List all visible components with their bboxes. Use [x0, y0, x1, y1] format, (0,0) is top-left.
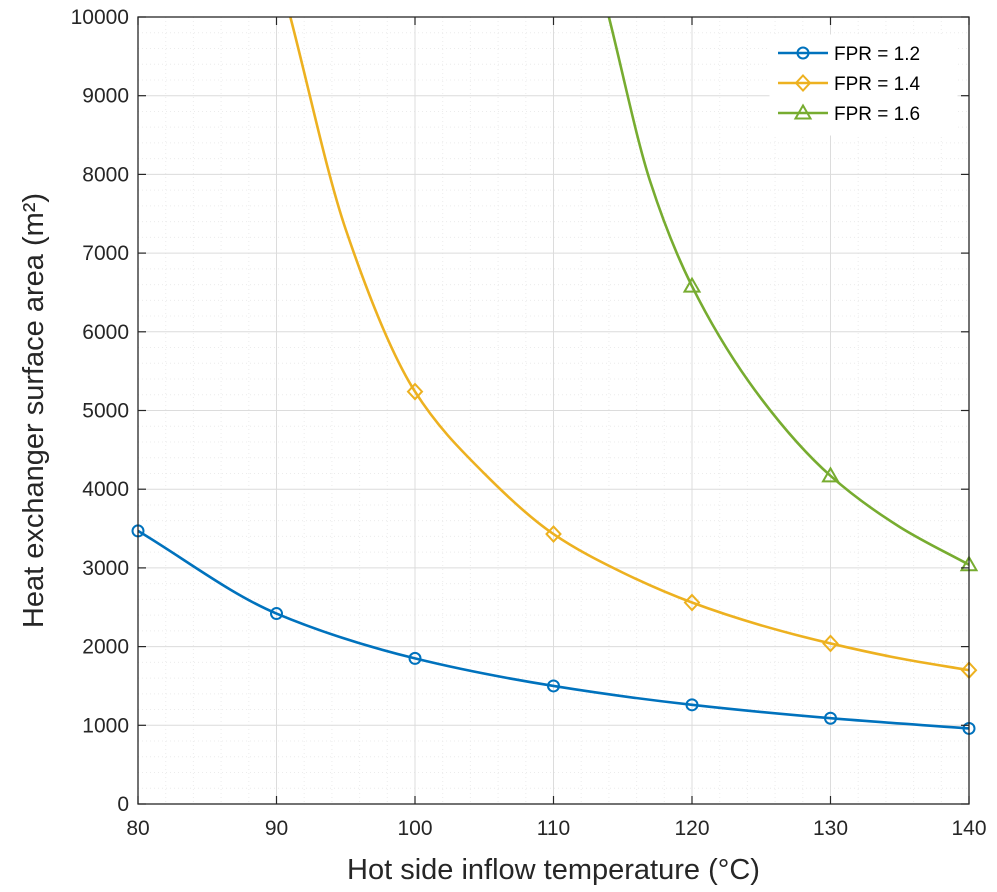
y-tick-label: 7000: [82, 242, 129, 265]
series-markers-2: [406, 382, 978, 680]
y-tick-label: 8000: [82, 163, 129, 186]
y-tick-label: 4000: [82, 478, 129, 501]
series-3: [607, 17, 969, 566]
series-line-2: [289, 17, 969, 672]
y-axis-label: Heat exchanger surface area (m²): [18, 193, 50, 628]
x-tick-label: 100: [397, 817, 432, 840]
x-tick-label: 140: [951, 817, 986, 840]
data-point: [406, 382, 424, 401]
series-layer: [131, 17, 979, 735]
legend-label: FPR = 1.6: [834, 104, 920, 125]
legend-item-3: FPR = 1.6: [778, 103, 920, 125]
x-tick-label: 130: [813, 817, 848, 840]
x-tick-label: 80: [126, 817, 149, 840]
y-tick-label: 0: [117, 793, 129, 816]
data-point: [682, 276, 702, 293]
y-tick-label: 10000: [71, 6, 129, 29]
legend-item-1: FPR = 1.2: [778, 44, 920, 65]
series-1: [138, 529, 969, 730]
y-tick-label: 3000: [82, 557, 129, 580]
data-point: [408, 651, 422, 665]
series-2: [289, 17, 969, 672]
legend-swatch-marker: [793, 103, 813, 120]
y-axis-ticks: 0 1000 2000 3000 4000 5000 6000 7000 8000 9000 100…: [71, 6, 969, 816]
series-line-3: [607, 17, 969, 566]
legend-swatch-marker: [796, 46, 810, 60]
x-tick-label: 120: [674, 817, 709, 840]
legend: FPR = 1.2 FPR = 1.4 FPR = 1.6: [769, 34, 958, 136]
y-tick-label: 5000: [82, 400, 129, 423]
legend-swatch-marker: [794, 74, 812, 92]
x-axis-ticks: 80 90 100 110 120 130 140: [126, 17, 987, 840]
legend-item-2: FPR = 1.4: [778, 74, 920, 95]
data-point: [685, 698, 699, 712]
y-tick-label: 1000: [82, 714, 129, 737]
y-tick-label: 9000: [82, 85, 129, 108]
x-tick-label: 90: [265, 817, 288, 840]
y-tick-label: 2000: [82, 636, 129, 659]
x-tick-label: 110: [537, 817, 570, 840]
data-point: [545, 525, 562, 544]
data-point: [270, 607, 283, 621]
data-point: [821, 466, 840, 483]
legend-label: FPR = 1.2: [834, 44, 920, 65]
x-axis-label: Hot side inflow temperature (°C): [347, 854, 760, 886]
series-line-1: [138, 529, 969, 730]
y-tick-label: 6000: [82, 321, 129, 344]
data-point: [822, 634, 839, 653]
legend-label: FPR = 1.4: [834, 74, 920, 95]
data-point: [683, 593, 701, 612]
data-point: [547, 679, 560, 693]
data-point: [824, 711, 837, 725]
